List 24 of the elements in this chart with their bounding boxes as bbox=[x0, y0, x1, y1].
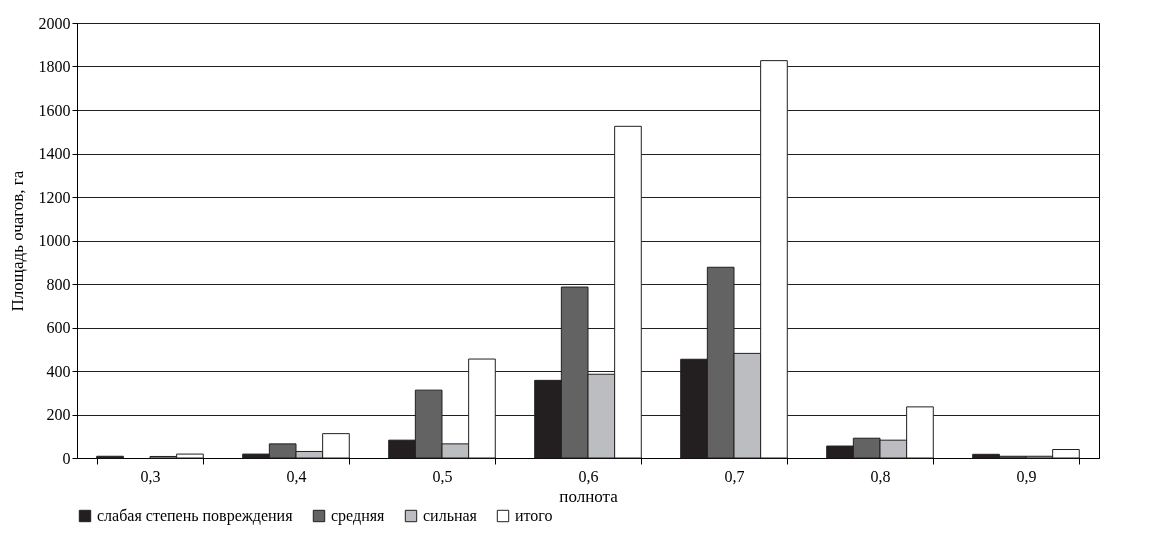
y-tick-label: 1400 bbox=[38, 145, 71, 162]
x-axis-title: полнота bbox=[559, 486, 619, 506]
y-tick-label: 800 bbox=[46, 275, 71, 293]
y-tick-label: 2000 bbox=[38, 14, 71, 32]
x-tick-label: 0,5 bbox=[432, 467, 453, 485]
y-tick-label: 1800 bbox=[38, 58, 71, 75]
x-tick-label: 0,4 bbox=[286, 467, 307, 485]
legend-label: сильная bbox=[423, 507, 478, 524]
legend-label: слабая степень повреждения bbox=[97, 507, 294, 525]
y-tick-label: 400 bbox=[46, 362, 71, 380]
y-tick-label: 1000 bbox=[38, 232, 71, 249]
y-tick-label: 1200 bbox=[38, 188, 71, 206]
y-tick-label: 0 bbox=[62, 449, 71, 467]
y-tick-label: 200 bbox=[46, 406, 71, 423]
y-tick-label: 600 bbox=[46, 319, 71, 336]
y-axis-title: Площадь очагов, га bbox=[7, 170, 27, 312]
x-tick-label: 0,7 bbox=[724, 467, 745, 485]
x-tick-label: 0,9 bbox=[1016, 467, 1037, 485]
x-tick-label: 0,8 bbox=[870, 467, 891, 485]
x-tick-label: 0,6 bbox=[578, 467, 599, 485]
y-tick-label: 1600 bbox=[38, 101, 71, 119]
legend-label: средняя bbox=[331, 507, 386, 525]
x-tick-label: 0,3 bbox=[140, 467, 161, 485]
legend-label: итого bbox=[515, 507, 553, 524]
